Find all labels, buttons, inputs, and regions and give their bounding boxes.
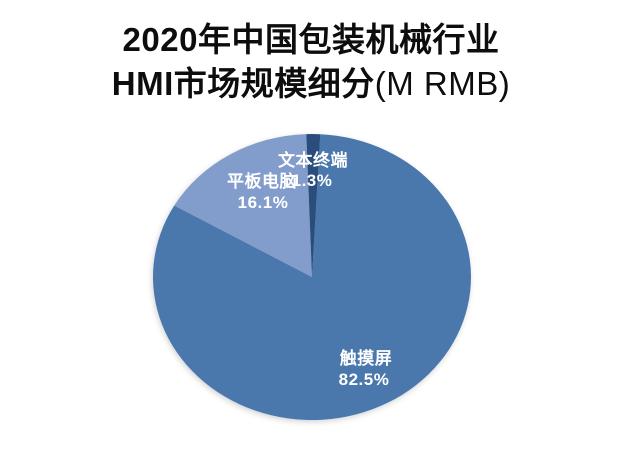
slice-label-text-terminal: 文本终端 (278, 151, 348, 170)
slice-label-tablet: 平板电脑 (227, 172, 297, 191)
pie-slice-tablet (174, 134, 312, 277)
chart-title-line2: HMI市场规模细分(M RMB) (0, 62, 622, 106)
pie-slice-touchscreen (152, 134, 471, 421)
slice-value-tablet: 16.1% (237, 193, 289, 212)
pie-slice-text-terminal (306, 134, 321, 277)
slice-label-touchscreen: 触摸屏 (339, 349, 393, 368)
chart-title-unit: (M RMB) (374, 65, 511, 102)
slice-value-touchscreen: 82.5% (338, 370, 390, 389)
chart-title-line2-bold: HMI市场规模细分 (111, 65, 375, 102)
slice-value-text-terminal: 1.3% (291, 171, 333, 190)
chart-title-line1: 2020年中国包装机械行业 (122, 21, 500, 58)
chart-title: 2020年中国包装机械行业 HMI市场规模细分(M RMB) (0, 18, 622, 106)
